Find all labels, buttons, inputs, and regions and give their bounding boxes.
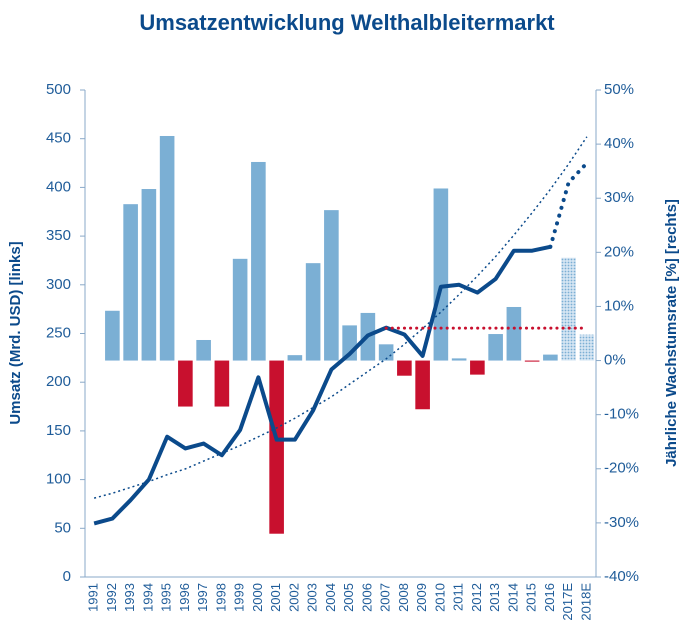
line bbox=[548, 161, 589, 249]
bar bbox=[433, 188, 449, 361]
x-tick-label: 1999 bbox=[232, 583, 247, 612]
y-tick-label: 400 bbox=[46, 178, 71, 195]
bar bbox=[378, 344, 394, 361]
bar bbox=[543, 354, 558, 361]
y2-tick-label: 20% bbox=[604, 243, 634, 260]
y2-tick-label: 0% bbox=[604, 352, 626, 369]
bar bbox=[196, 339, 211, 361]
x-tick-label: 2000 bbox=[250, 583, 265, 612]
bar bbox=[159, 135, 175, 361]
x-tick-label: 2017E bbox=[560, 583, 575, 621]
x-tick-label: 2012 bbox=[469, 583, 484, 612]
bar bbox=[178, 360, 193, 407]
x-tick-label: 2001 bbox=[268, 583, 283, 612]
bar bbox=[105, 310, 120, 361]
bar bbox=[470, 360, 485, 375]
x-tick-label: 2009 bbox=[414, 583, 429, 612]
y2-axis-label: Jährliche Wachstumsrate [%] [rechts] bbox=[663, 199, 680, 467]
x-tick-label: 1994 bbox=[140, 583, 155, 612]
bar bbox=[561, 257, 576, 361]
y2-tick-label: 30% bbox=[604, 189, 634, 206]
bar bbox=[579, 334, 595, 361]
y2-tick-label: -40% bbox=[604, 568, 639, 585]
x-tick-label: 2007 bbox=[378, 583, 393, 612]
bar bbox=[141, 189, 157, 361]
x-tick-label: 2010 bbox=[432, 583, 447, 612]
y-tick-label: 150 bbox=[46, 422, 71, 439]
y2-tick-label: -20% bbox=[604, 460, 639, 477]
y2-tick-label: -10% bbox=[604, 406, 639, 423]
bar bbox=[415, 360, 430, 410]
x-tick-label: 2013 bbox=[487, 583, 502, 612]
x-tick-label: 2003 bbox=[305, 583, 320, 612]
chart-title: Umsatzentwicklung Welthalbleitermarkt bbox=[139, 10, 555, 35]
bar bbox=[451, 358, 467, 361]
bar bbox=[214, 360, 230, 407]
x-tick-label: 1995 bbox=[159, 583, 174, 612]
x-tick-label: 1991 bbox=[86, 583, 101, 612]
line bbox=[93, 136, 588, 499]
x-tick-label: 2015 bbox=[524, 583, 539, 612]
y2-tick-label: 10% bbox=[604, 297, 634, 314]
x-tick-label: 2016 bbox=[542, 583, 557, 612]
line bbox=[93, 244, 551, 526]
y-tick-label: 350 bbox=[46, 227, 71, 244]
y2-tick-label: -30% bbox=[604, 514, 639, 531]
y-tick-label: 300 bbox=[46, 276, 71, 293]
x-tick-label: 2018E bbox=[578, 583, 593, 621]
bar bbox=[123, 204, 138, 361]
bar bbox=[506, 306, 522, 361]
bar bbox=[251, 161, 266, 361]
bar bbox=[488, 334, 503, 361]
x-tick-label: 2008 bbox=[396, 583, 411, 612]
x-tick-label: 1998 bbox=[213, 583, 228, 612]
x-tick-label: 2005 bbox=[341, 583, 356, 612]
y-tick-label: 0 bbox=[63, 568, 71, 585]
y-tick-label: 50 bbox=[54, 519, 71, 536]
bar bbox=[397, 360, 412, 376]
x-tick-label: 2014 bbox=[505, 583, 520, 612]
bar bbox=[524, 360, 540, 362]
y-tick-label: 250 bbox=[46, 324, 71, 341]
x-tick-label: 1996 bbox=[177, 583, 192, 612]
y-tick-label: 100 bbox=[46, 471, 71, 488]
bar bbox=[232, 258, 248, 361]
x-tick-label: 1993 bbox=[122, 583, 137, 612]
x-tick-label: 2006 bbox=[359, 583, 374, 612]
y-axis-label: Umsatz (Mrd. USD) [links] bbox=[7, 241, 24, 424]
bar bbox=[324, 210, 339, 361]
x-tick-label: 2011 bbox=[451, 583, 466, 611]
bar bbox=[287, 355, 303, 361]
bar bbox=[269, 360, 284, 534]
x-tick-label: 2004 bbox=[323, 583, 338, 612]
x-tick-label: 2002 bbox=[286, 583, 301, 612]
y-tick-label: 500 bbox=[46, 81, 71, 98]
x-tick-label: 1992 bbox=[104, 583, 119, 612]
x-tick-label: 1997 bbox=[195, 583, 210, 612]
bar bbox=[305, 263, 321, 361]
y-tick-label: 200 bbox=[46, 373, 71, 390]
y2-tick-label: 40% bbox=[604, 135, 634, 152]
y2-tick-label: 50% bbox=[604, 81, 634, 98]
y-tick-label: 450 bbox=[46, 130, 71, 147]
